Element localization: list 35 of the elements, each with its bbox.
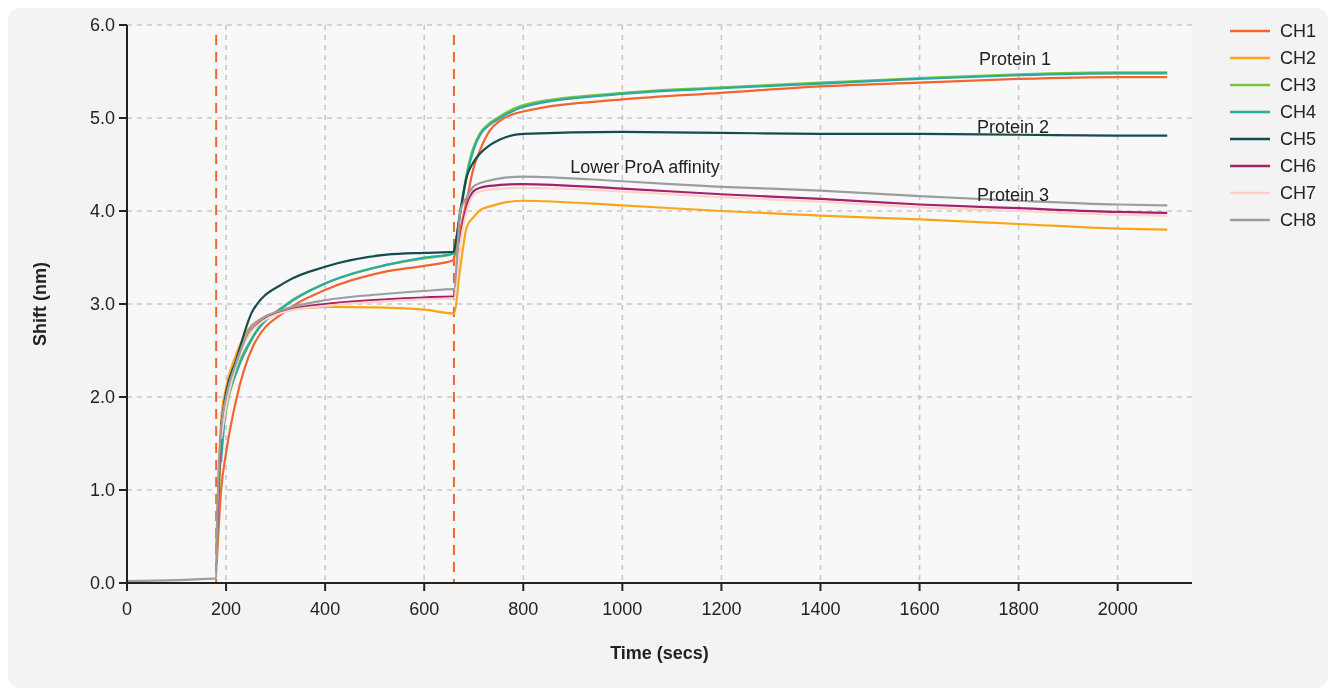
x-tick-label: 1800 [998,599,1039,619]
x-tick-label: 800 [508,599,539,619]
line-series [220,186,1169,440]
legend-label: CH4 [1280,102,1317,122]
legend-label: CH1 [1280,21,1317,41]
annotation: Protein 1 [978,49,1052,69]
x-tick-label: 1600 [899,599,940,619]
x-tick-label: 1200 [701,599,742,619]
x-tick-label: 1400 [800,599,841,619]
line-series [220,72,1169,464]
line-series [125,175,1169,583]
x-tick-label: 1000 [602,599,643,619]
x-tick-label: 600 [409,599,440,619]
y-tick-label: 6.0 [89,15,115,35]
y-tick-label: 2.0 [89,387,115,407]
legend-label: CH8 [1280,210,1317,230]
legend-label: CH3 [1280,75,1317,95]
y-tick-label: 4.0 [89,201,115,221]
x-axis-title: Time (secs) [610,643,709,663]
annotation: Protein 3 [976,185,1050,205]
legend-label: CH2 [1280,48,1317,68]
annotation: Protein 2 [976,117,1050,137]
legend-label: CH7 [1280,183,1317,203]
annotation: Lower ProA affinity [570,157,720,177]
x-tick-label: 2000 [1097,599,1138,619]
y-tick-label: 0.0 [89,573,115,593]
x-tick-label: 0 [121,599,133,619]
legend-label: CH6 [1280,156,1317,176]
y-tick-label: 3.0 [89,294,115,314]
y-axis-title: Shift (nm) [30,262,50,346]
x-tick-label: 400 [310,599,341,619]
y-tick-label: 5.0 [89,108,115,128]
x-tick-label: 200 [211,599,242,619]
legend-label: CH5 [1280,129,1317,149]
y-tick-label: 1.0 [89,480,115,500]
